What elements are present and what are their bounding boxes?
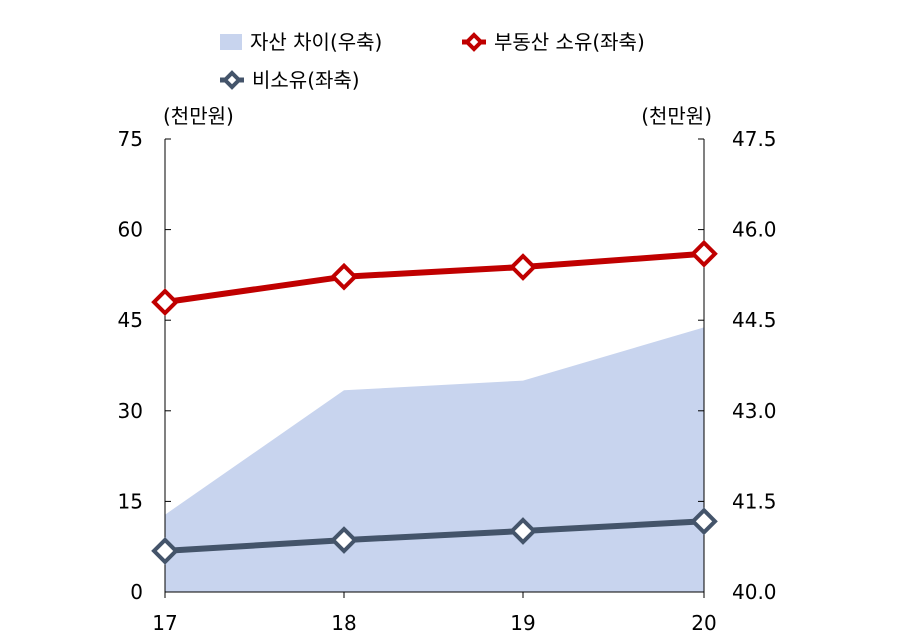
series-point-owner: [151, 288, 179, 316]
line-layer: [151, 239, 718, 565]
area-layer: [165, 327, 704, 592]
series-point-nonowner: [690, 507, 718, 536]
left-tick-label: 75: [118, 127, 143, 151]
right-tick-label: 41.5: [732, 489, 777, 513]
legend-label: 자산 차이(우축): [250, 30, 382, 54]
series-line-owner: [164, 250, 705, 306]
x-tick-label: 19: [510, 611, 535, 635]
right-tick-label: 44.5: [732, 308, 777, 332]
left-tick-label: 30: [118, 399, 143, 423]
series-point-owner: [509, 253, 537, 281]
left-axis-unit: (천만원): [163, 104, 234, 128]
left-tick-label: 0: [130, 580, 143, 604]
series-point-nonowner: [330, 526, 358, 554]
left-tick-label: 45: [118, 308, 143, 332]
right-tick-label: 46.0: [732, 218, 777, 242]
x-tick-label: 18: [331, 611, 356, 635]
axis-layer: 0 15 30 45 60 75 40.0 41.5 43.0 44.5 46.0 47.5 17 18 1…: [118, 127, 777, 635]
right-tick-label: 47.5: [732, 127, 777, 151]
series-line-nonowner: [164, 518, 705, 554]
series-point-owner: [330, 262, 358, 291]
right-tick-label: 43.0: [732, 399, 777, 423]
x-tick-label: 17: [152, 611, 177, 635]
area-asset-gap: [165, 327, 704, 592]
left-tick-label: 15: [118, 489, 143, 513]
legend-label: 비소유(좌축): [252, 68, 360, 92]
right-tick-label: 40.0: [732, 580, 777, 604]
legend-swatch-marker: [222, 70, 242, 90]
legend-swatch-marker: [464, 32, 484, 52]
legend-label: 부동산 소유(좌축): [494, 30, 645, 54]
series-point-owner: [690, 239, 718, 268]
series-point-nonowner: [509, 517, 537, 545]
x-tick-label: 20: [691, 611, 716, 635]
legend-swatch-area: [220, 34, 242, 50]
series-point-nonowner: [151, 537, 179, 565]
right-axis-unit: (천만원): [641, 104, 712, 128]
legend: 자산 차이(우축) 부동산 소유(좌축) 비소유(좌축): [220, 30, 645, 92]
left-tick-label: 60: [118, 218, 143, 242]
